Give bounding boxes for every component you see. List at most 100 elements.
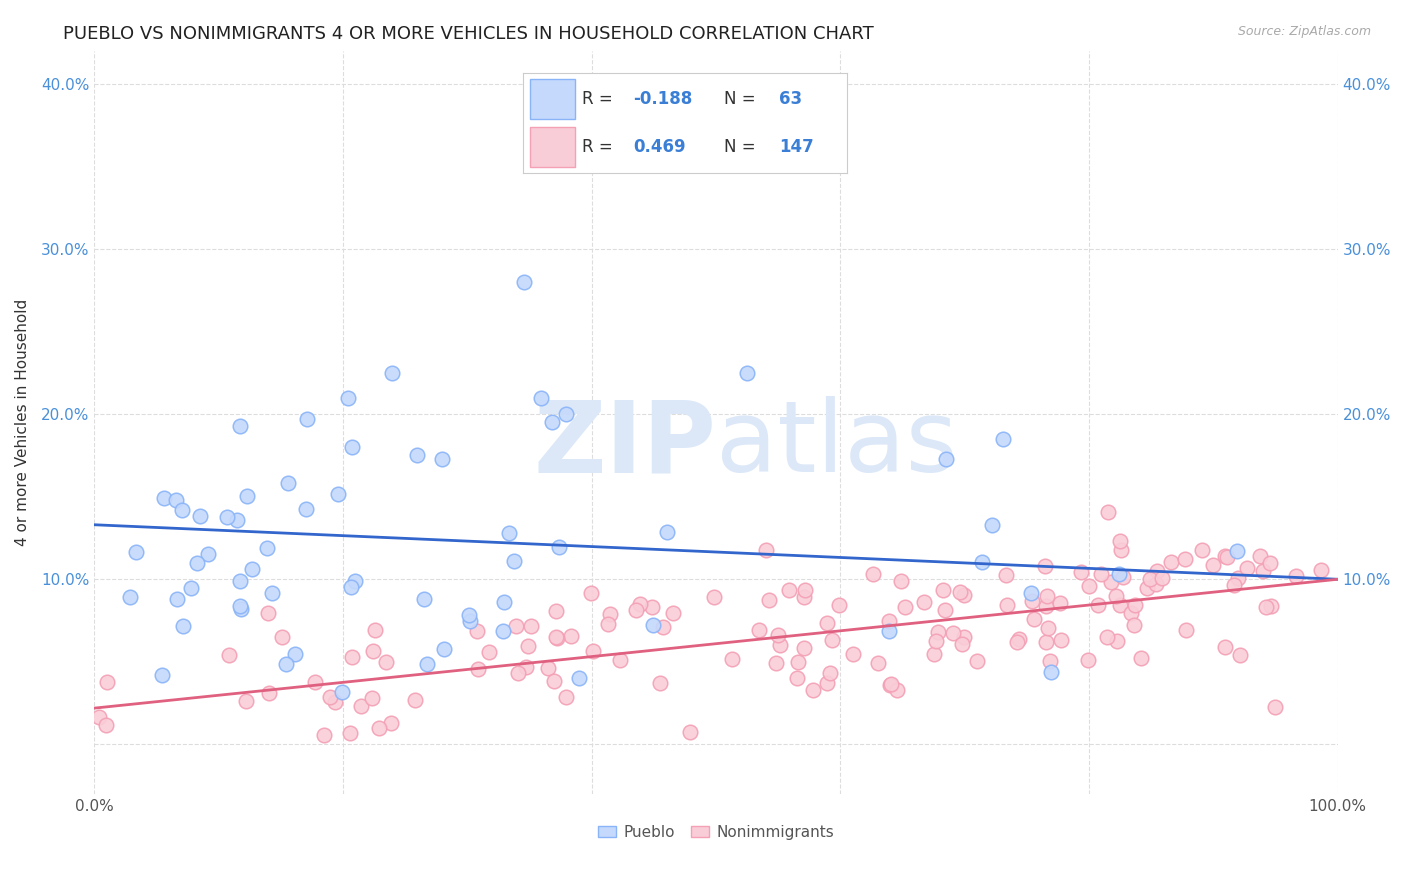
Legend: Pueblo, Nonimmigrants: Pueblo, Nonimmigrants: [592, 819, 841, 846]
Point: [1077, 653, 1099, 667]
Point: [276, 657, 298, 672]
Point: [1109, 543, 1132, 558]
Point: [339, 726, 361, 740]
Point: [229, 599, 252, 613]
Point: [186, 556, 208, 570]
Point: [568, 672, 591, 686]
Point: [641, 617, 664, 632]
Point: [994, 567, 1017, 582]
Point: [894, 599, 917, 614]
Point: [1226, 571, 1249, 585]
Point: [758, 592, 780, 607]
Point: [786, 671, 808, 685]
Point: [530, 391, 553, 405]
Point: [364, 624, 387, 638]
Point: [1223, 578, 1246, 592]
Point: [703, 591, 725, 605]
Point: [880, 677, 903, 691]
Point: [1136, 581, 1159, 595]
Point: [541, 415, 564, 429]
Point: [342, 440, 364, 454]
Point: [1260, 599, 1282, 613]
Point: [579, 586, 602, 600]
Point: [1036, 621, 1059, 635]
Point: [458, 608, 481, 623]
Point: [560, 629, 582, 643]
Point: [1309, 563, 1331, 577]
Point: [815, 675, 838, 690]
Point: [406, 449, 429, 463]
Point: [1160, 555, 1182, 569]
Point: [555, 690, 578, 704]
Point: [413, 592, 436, 607]
Text: ZIP: ZIP: [533, 396, 716, 493]
Point: [515, 659, 537, 673]
Point: [430, 451, 453, 466]
Point: [416, 657, 439, 672]
Point: [1078, 578, 1101, 592]
Point: [1216, 549, 1239, 564]
Point: [1146, 564, 1168, 578]
Point: [180, 582, 202, 596]
Point: [1035, 599, 1057, 614]
Point: [343, 574, 366, 588]
Point: [931, 582, 953, 597]
Point: [458, 614, 481, 628]
Point: [641, 599, 664, 614]
Point: [912, 595, 935, 609]
Point: [236, 489, 259, 503]
Point: [260, 586, 283, 600]
Point: [197, 547, 219, 561]
Point: [229, 602, 252, 616]
Point: [271, 630, 294, 644]
Point: [520, 619, 543, 633]
Point: [312, 728, 335, 742]
Point: [1139, 572, 1161, 586]
Point: [492, 595, 515, 609]
Point: [536, 661, 558, 675]
Point: [405, 693, 427, 707]
Point: [1251, 564, 1274, 578]
Point: [748, 623, 770, 637]
Point: [226, 513, 249, 527]
Point: [886, 683, 908, 698]
Point: [257, 686, 280, 700]
Point: [1109, 534, 1132, 549]
Point: [503, 554, 526, 568]
Point: [598, 617, 620, 632]
Point: [1050, 632, 1073, 647]
Point: [1213, 549, 1236, 564]
Point: [942, 626, 965, 640]
Point: [1174, 552, 1197, 566]
Point: [828, 598, 851, 612]
Point: [380, 716, 402, 731]
Point: [801, 683, 824, 698]
Point: [1108, 598, 1130, 612]
Point: [815, 616, 838, 631]
Point: [1119, 606, 1142, 620]
Point: [1285, 569, 1308, 583]
Point: [330, 685, 353, 699]
Point: [821, 633, 844, 648]
Point: [1229, 648, 1251, 662]
Point: [543, 674, 565, 689]
Point: [626, 603, 648, 617]
Point: [1021, 594, 1043, 608]
Point: [1129, 651, 1152, 665]
Point: [949, 585, 972, 599]
Point: [467, 663, 489, 677]
Point: [323, 695, 346, 709]
Point: [350, 699, 373, 714]
Point: [1236, 561, 1258, 575]
Point: [1108, 566, 1130, 581]
Point: [766, 628, 789, 642]
Point: [950, 637, 973, 651]
Point: [1144, 577, 1167, 591]
Point: [599, 607, 621, 621]
Point: [166, 493, 188, 508]
Point: [218, 648, 240, 663]
Point: [991, 432, 1014, 446]
Point: [1090, 567, 1112, 582]
Point: [96, 674, 118, 689]
Point: [381, 366, 404, 380]
